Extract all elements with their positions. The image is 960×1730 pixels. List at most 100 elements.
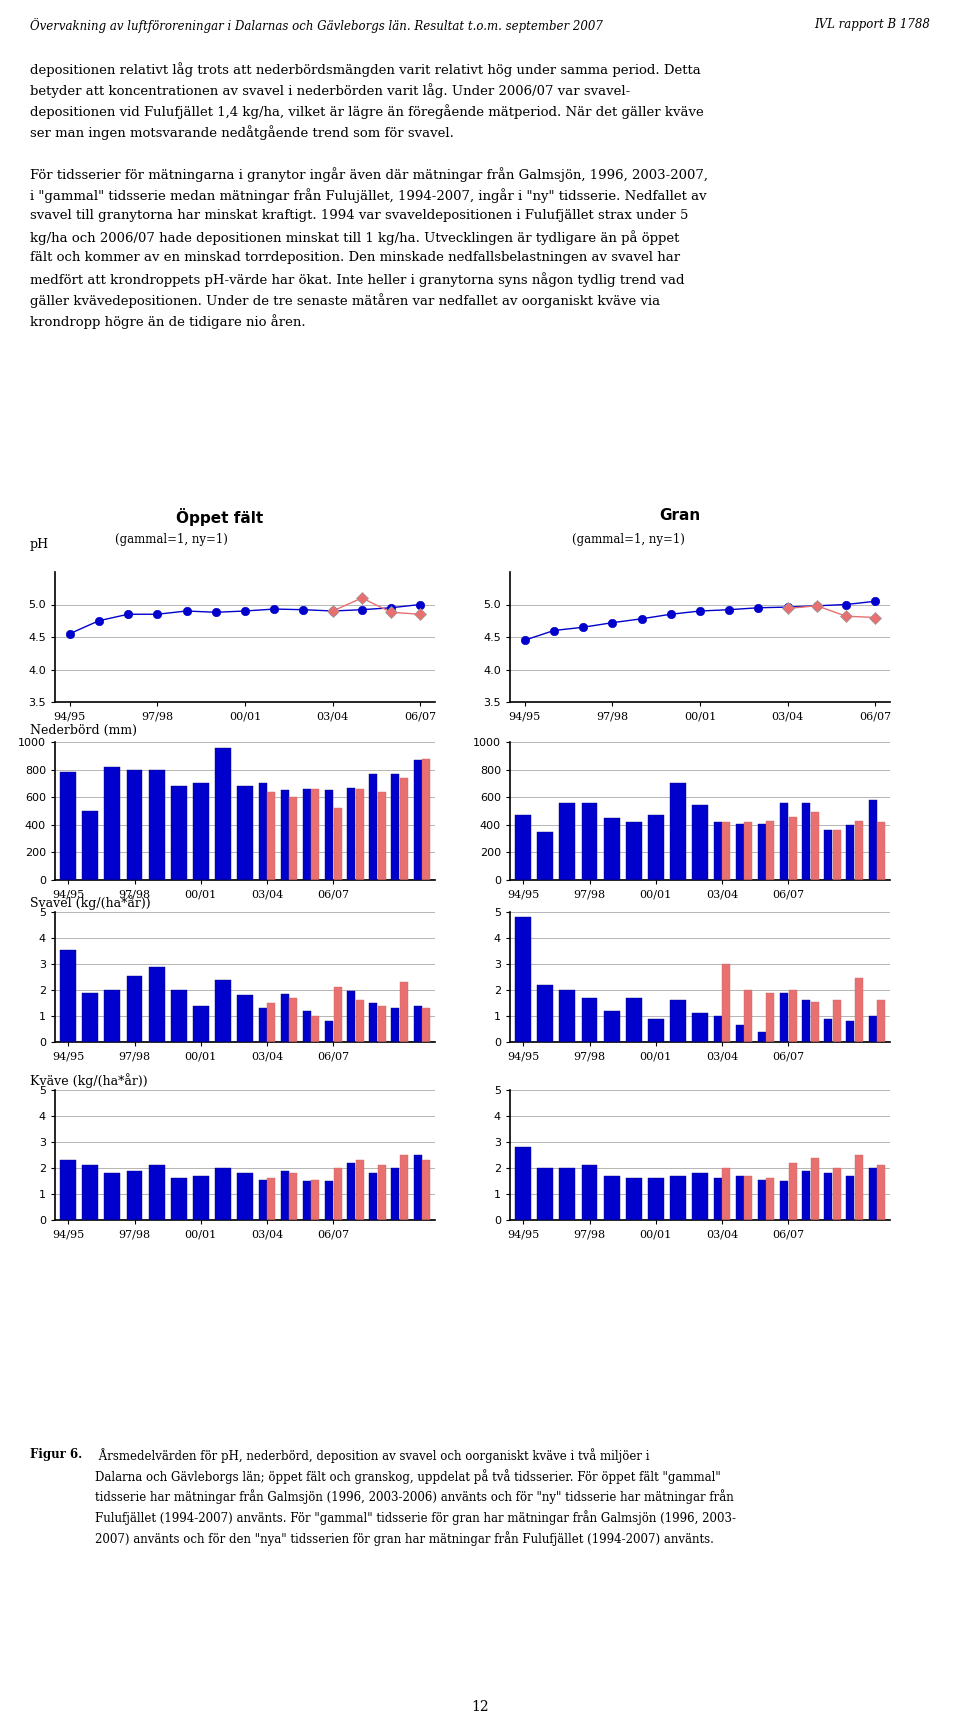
Text: fält och kommer av en minskad torrdeposition. Den minskade nedfallsbelastningen : fält och kommer av en minskad torrdeposi…: [30, 251, 680, 265]
Bar: [303, 789, 311, 881]
Bar: [60, 950, 76, 1041]
Bar: [604, 1010, 619, 1041]
Bar: [803, 803, 810, 881]
Bar: [400, 778, 408, 881]
Bar: [538, 1168, 553, 1220]
Bar: [267, 1178, 276, 1220]
Bar: [825, 1019, 832, 1041]
Bar: [303, 1010, 311, 1041]
Bar: [193, 1176, 208, 1220]
Bar: [854, 1156, 863, 1220]
Bar: [237, 1173, 252, 1220]
Bar: [414, 759, 421, 881]
Text: (gammal=1, ny=1): (gammal=1, ny=1): [115, 533, 228, 547]
Bar: [171, 785, 186, 881]
Bar: [325, 791, 333, 881]
Bar: [193, 1005, 208, 1041]
Bar: [356, 1161, 364, 1220]
Bar: [333, 1168, 342, 1220]
Bar: [832, 830, 841, 881]
Bar: [303, 1182, 311, 1220]
Bar: [869, 1168, 876, 1220]
Bar: [847, 825, 854, 881]
Bar: [714, 1178, 722, 1220]
Text: Kväve (kg/(ha*år)): Kväve (kg/(ha*år)): [30, 1073, 148, 1088]
Bar: [825, 830, 832, 881]
Bar: [171, 1178, 186, 1220]
Bar: [877, 1166, 885, 1220]
Text: För tidsserier för mätningarna i granytor ingår även där mätningar från Galmsjön: För tidsserier för mätningarna i granyto…: [30, 168, 708, 182]
Bar: [237, 995, 252, 1041]
Text: Övervakning av luftföroreningar i Dalarnas och Gävleborgs län. Resultat t.o.m. s: Övervakning av luftföroreningar i Dalarn…: [30, 17, 603, 33]
Text: (gammal=1, ny=1): (gammal=1, ny=1): [572, 533, 684, 547]
Bar: [378, 792, 386, 881]
Bar: [736, 1026, 744, 1041]
Text: gäller kvävedepositionen. Under de tre senaste mätåren var nedfallet av oorganis: gäller kvävedepositionen. Under de tre s…: [30, 292, 660, 308]
Bar: [127, 976, 142, 1041]
Bar: [736, 823, 744, 881]
Bar: [311, 789, 320, 881]
Bar: [825, 1173, 832, 1220]
Bar: [149, 770, 164, 881]
Bar: [560, 803, 575, 881]
Bar: [692, 1014, 708, 1041]
Bar: [810, 813, 819, 881]
Text: depositionen vid Fulufjället 1,4 kg/ha, vilket är lägre än föregående mätperiod.: depositionen vid Fulufjället 1,4 kg/ha, …: [30, 104, 704, 119]
Bar: [648, 1178, 663, 1220]
Bar: [127, 770, 142, 881]
Bar: [259, 1009, 267, 1041]
Bar: [267, 1003, 276, 1041]
Bar: [877, 822, 885, 881]
Text: pH: pH: [30, 538, 49, 550]
Bar: [780, 803, 788, 881]
Bar: [670, 784, 685, 881]
Bar: [370, 1173, 377, 1220]
Bar: [414, 1156, 421, 1220]
Bar: [692, 806, 708, 881]
Text: kg/ha och 2006/07 hade depositionen minskat till 1 kg/ha. Utvecklingen är tydlig: kg/ha och 2006/07 hade depositionen mins…: [30, 230, 680, 246]
Text: Svavel (kg/(ha*år)): Svavel (kg/(ha*år)): [30, 894, 151, 910]
Bar: [392, 1168, 399, 1220]
Bar: [516, 1147, 531, 1220]
Bar: [670, 1000, 685, 1041]
Bar: [83, 1166, 98, 1220]
Bar: [370, 773, 377, 881]
Bar: [516, 917, 531, 1041]
Bar: [869, 799, 876, 881]
Bar: [832, 1000, 841, 1041]
Bar: [400, 983, 408, 1041]
Bar: [604, 818, 619, 881]
Bar: [847, 1176, 854, 1220]
Bar: [516, 815, 531, 881]
Bar: [83, 811, 98, 881]
Text: ser man ingen motsvarande nedåtgående trend som för svavel.: ser man ingen motsvarande nedåtgående tr…: [30, 125, 454, 140]
Bar: [400, 1156, 408, 1220]
Bar: [370, 1003, 377, 1041]
Bar: [854, 977, 863, 1041]
Bar: [414, 1005, 421, 1041]
Bar: [281, 995, 289, 1041]
Bar: [105, 766, 120, 881]
Bar: [780, 1182, 788, 1220]
Bar: [392, 1009, 399, 1041]
Bar: [171, 990, 186, 1041]
Text: i "gammal" tidsserie medan mätningar från Fulujället, 1994-2007, ingår i "ny" ti: i "gammal" tidsserie medan mätningar frå…: [30, 189, 707, 202]
Bar: [766, 993, 775, 1041]
Bar: [582, 1166, 597, 1220]
Bar: [877, 1000, 885, 1041]
Bar: [378, 1005, 386, 1041]
Bar: [538, 984, 553, 1041]
Bar: [392, 773, 399, 881]
Bar: [722, 964, 731, 1041]
Bar: [259, 784, 267, 881]
Bar: [604, 1176, 619, 1220]
Bar: [736, 1176, 744, 1220]
Bar: [626, 822, 641, 881]
Bar: [648, 815, 663, 881]
Bar: [810, 1002, 819, 1041]
Text: medfört att krondroppets pH-värde har ökat. Inte heller i granytorna syns någon : medfört att krondroppets pH-värde har ök…: [30, 272, 684, 287]
Text: Årsmedelvärden för pH, nederbörd, deposition av svavel och oorganiskt kväve i tv: Årsmedelvärden för pH, nederbörd, deposi…: [95, 1448, 736, 1547]
Bar: [333, 808, 342, 881]
Bar: [105, 990, 120, 1041]
Bar: [60, 1161, 76, 1220]
